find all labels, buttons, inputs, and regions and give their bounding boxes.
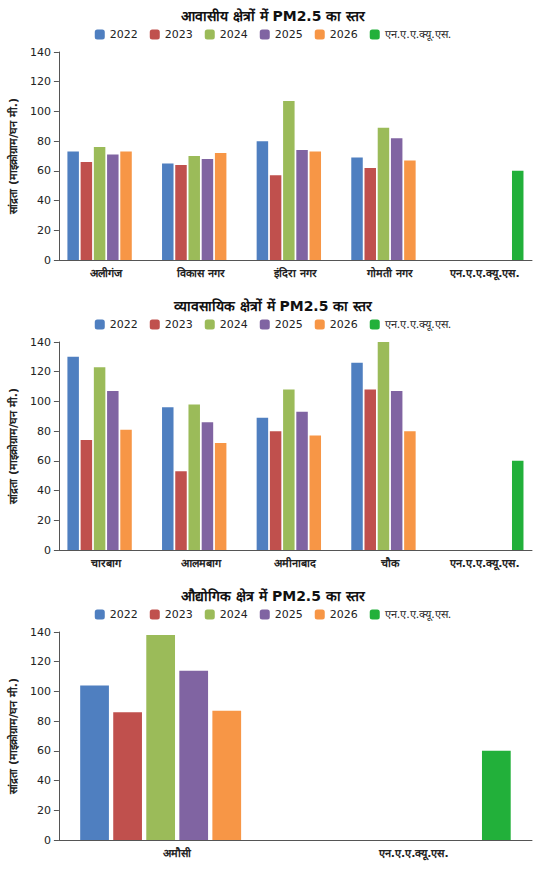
svg-text:80: 80	[37, 135, 51, 148]
svg-text:व्यावसायिक क्षेत्रों में PM2.5: व्यावसायिक क्षेत्रों में PM2.5 का स्तर	[173, 298, 373, 314]
svg-text:0: 0	[44, 834, 51, 847]
svg-text:2026: 2026	[330, 318, 358, 331]
svg-text:2025: 2025	[275, 608, 303, 621]
svg-text:40: 40	[37, 484, 51, 497]
svg-text:140: 140	[30, 336, 51, 349]
svg-text:2023: 2023	[165, 318, 193, 331]
svg-text:100: 100	[30, 685, 51, 698]
svg-text:औद्योगिक क्षेत्र में PM2.5 का: औद्योगिक क्षेत्र में PM2.5 का स्तर	[181, 588, 365, 604]
svg-text:60: 60	[37, 164, 51, 177]
svg-text:140: 140	[30, 46, 51, 59]
svg-text:गोमती नगर: गोमती नगर	[366, 266, 413, 280]
svg-text:सांद्रता (माइक्रोग्राम/घन मी.): सांद्रता (माइक्रोग्राम/घन मी.)	[6, 678, 20, 795]
svg-text:120: 120	[30, 75, 51, 88]
svg-text:120: 120	[30, 655, 51, 668]
svg-text:एन.ए.ए.क्यू.एस.: एन.ए.ए.क्यू.एस.	[385, 28, 451, 42]
svg-text:अमौसी: अमौसी	[163, 846, 192, 860]
svg-text:एन.ए.ए.क्यू.एस.: एन.ए.ए.क्यू.एस.	[385, 318, 451, 332]
svg-text:2025: 2025	[275, 28, 303, 41]
svg-text:40: 40	[37, 194, 51, 207]
svg-text:120: 120	[30, 365, 51, 378]
svg-text:चारबाग: चारबाग	[90, 557, 122, 570]
svg-text:अमीनाबाद: अमीनाबाद	[274, 556, 317, 570]
svg-text:इंदिरा नगर: इंदिरा नगर	[273, 266, 317, 280]
svg-text:2026: 2026	[330, 28, 358, 41]
svg-text:एन.ए.ए.क्यू.एस.: एन.ए.ए.क्यू.एस.	[378, 847, 449, 861]
svg-text:2023: 2023	[165, 608, 193, 621]
svg-text:चौक: चौक	[380, 556, 400, 570]
svg-text:सांद्रता (माइक्रोग्राम/घन मी.): सांद्रता (माइक्रोग्राम/घन मी.)	[6, 98, 20, 215]
svg-text:20: 20	[37, 224, 51, 237]
svg-text:आवासीय क्षेत्रों में PM2.5 का: आवासीय क्षेत्रों में PM2.5 का स्तर	[181, 8, 366, 24]
svg-text:अलीगंज: अलीगंज	[90, 266, 123, 280]
svg-text:60: 60	[37, 454, 51, 467]
svg-text:20: 20	[37, 804, 51, 817]
svg-text:सांद्रता (माइक्रोग्राम/घन मी.): सांद्रता (माइक्रोग्राम/घन मी.)	[6, 388, 20, 505]
svg-text:एन.ए.ए.क्यू.एस.: एन.ए.ए.क्यू.एस.	[449, 557, 520, 571]
svg-text:40: 40	[37, 774, 51, 787]
svg-text:80: 80	[37, 715, 51, 728]
svg-text:एन.ए.ए.क्यू.एस.: एन.ए.ए.क्यू.एस.	[449, 267, 520, 281]
svg-text:2024: 2024	[220, 28, 248, 41]
svg-text:2022: 2022	[110, 318, 138, 331]
svg-text:0: 0	[44, 254, 51, 267]
svg-text:2024: 2024	[220, 318, 248, 331]
svg-text:2023: 2023	[165, 28, 193, 41]
svg-text:2026: 2026	[330, 608, 358, 621]
svg-text:विकास नगर: विकास नगर	[176, 266, 225, 280]
svg-text:2025: 2025	[275, 318, 303, 331]
svg-text:आलमबाग: आलमबाग	[181, 557, 222, 570]
svg-text:80: 80	[37, 425, 51, 438]
svg-text:20: 20	[37, 514, 51, 527]
svg-text:2024: 2024	[220, 608, 248, 621]
svg-text:60: 60	[37, 744, 51, 757]
svg-text:2022: 2022	[110, 28, 138, 41]
svg-text:एन.ए.ए.क्यू.एस.: एन.ए.ए.क्यू.एस.	[385, 608, 451, 622]
svg-text:2022: 2022	[110, 608, 138, 621]
svg-text:100: 100	[30, 395, 51, 408]
svg-text:140: 140	[30, 626, 51, 639]
svg-text:0: 0	[44, 544, 51, 557]
svg-text:100: 100	[30, 105, 51, 118]
